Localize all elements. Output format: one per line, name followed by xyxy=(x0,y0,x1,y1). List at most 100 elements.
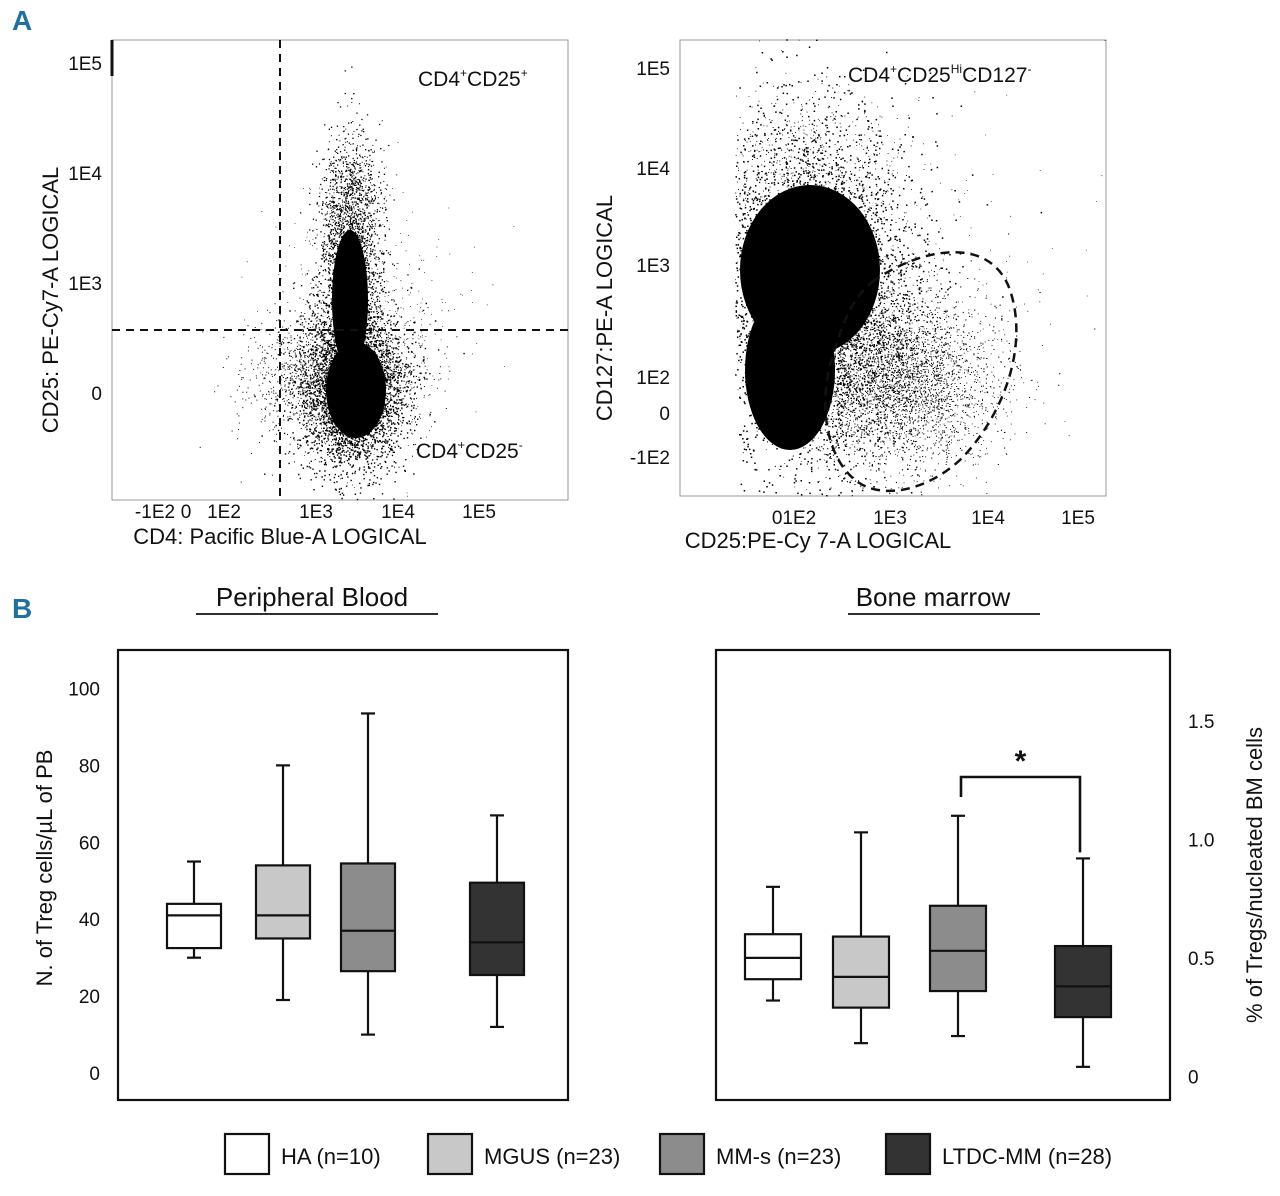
y-tick-label: 1E3 xyxy=(68,274,102,295)
y-tick-label: -1E2 xyxy=(630,448,670,469)
y-tick-label: 60 xyxy=(79,833,100,854)
box-iqr xyxy=(339,862,397,973)
x-tick-label: 1E5 xyxy=(462,502,496,523)
y-axis-label: % of Tregs/nucleated BM cells xyxy=(1242,727,1267,1023)
box-ltdc xyxy=(1053,857,1113,1068)
x-tick-label: 1E4 xyxy=(381,502,415,523)
y-tick-label: 100 xyxy=(68,680,100,701)
boxplot-peripheral-blood: Peripheral Blood 0 20 40 60 80 100 N. of Treg… xyxy=(32,582,570,1102)
gate-text-sup: - xyxy=(519,438,523,452)
box-mgus xyxy=(831,831,891,1045)
plot-frame xyxy=(679,39,1107,497)
x-tick-labels: 01E2 1E3 1E4 1E5 xyxy=(772,508,1095,529)
gate-text: CD4 xyxy=(418,68,460,91)
y-tick-label: 20 xyxy=(79,987,100,1008)
y-tick-label: 1E2 xyxy=(636,368,670,389)
y-tick-label: 1.0 xyxy=(1188,831,1214,852)
legend-label: MGUS (n=23) xyxy=(484,1144,620,1169)
scatter-dots xyxy=(199,283,458,483)
legend-swatch xyxy=(884,1132,932,1176)
box-group xyxy=(743,814,1113,1068)
legend-swatch xyxy=(223,1132,271,1176)
y-tick-label: 40 xyxy=(79,910,100,931)
y-axis-label: N. of Treg cells/µL of PB xyxy=(32,750,57,987)
y-tick-label: 1E4 xyxy=(68,164,102,185)
legend-swatch xyxy=(658,1132,706,1176)
legend-label: MM-s (n=23) xyxy=(716,1144,841,1169)
gate-text-sup: + xyxy=(460,66,467,80)
gate-text-sup: + xyxy=(458,438,465,452)
scatter-dots xyxy=(308,102,398,336)
scatter-dots xyxy=(735,67,953,274)
treg-gate-ellipse xyxy=(824,251,1018,493)
plot-frame xyxy=(111,39,569,501)
legend-item-mms: MM-s (n=23) xyxy=(658,1132,841,1176)
x-tick-label: 01E2 xyxy=(772,508,816,529)
y-tick-label: 1E4 xyxy=(636,159,670,180)
x-axis-label: CD4: Pacific Blue-A LOGICAL xyxy=(133,524,426,549)
significance-star: * xyxy=(1015,745,1027,778)
scatter-dots xyxy=(735,39,1043,497)
gate-text-sup: + xyxy=(521,66,528,80)
box-iqr xyxy=(165,902,223,950)
box-iqr xyxy=(254,864,312,940)
y-tick-label: 0 xyxy=(659,404,670,425)
box-iqr xyxy=(928,904,988,993)
scatter-dots xyxy=(241,142,515,497)
y-tick-label: 0.5 xyxy=(1188,949,1214,970)
box-iqr xyxy=(831,935,891,1009)
gate-text: CD4 xyxy=(416,440,458,463)
box-mms xyxy=(339,712,397,1036)
y-tick-labels: 0 0.5 1.0 1.5 xyxy=(1188,712,1214,1088)
x-tick-label: -1E2 xyxy=(135,502,175,523)
x-tick-labels: -1E2 0 1E2 1E3 1E4 1E5 xyxy=(135,502,496,523)
x-tick-label: 1E3 xyxy=(873,508,907,529)
box-iqr xyxy=(468,881,526,977)
y-tick-label: 1E5 xyxy=(636,59,670,80)
gate-text: CD127 xyxy=(962,64,1027,87)
y-tick-labels: 1E5 1E4 1E3 0 xyxy=(68,54,102,405)
y-axis-label: CD25: PE-Cy7-A LOGICAL xyxy=(38,167,63,434)
gate-text: CD25 xyxy=(465,440,519,463)
legend-item-ha: HA (n=10) xyxy=(223,1132,381,1176)
scatter-cloud-cd25 xyxy=(735,39,1106,497)
plot-frame xyxy=(116,648,570,1102)
x-tick-label: 1E4 xyxy=(971,508,1005,529)
y-tick-label: 0 xyxy=(91,384,102,405)
panel-letter-b: B xyxy=(12,593,32,624)
x-tick-label: 0 xyxy=(181,502,192,523)
box-iqr xyxy=(1053,944,1113,1019)
y-tick-label: 80 xyxy=(79,756,100,777)
chart-title: Peripheral Blood xyxy=(216,582,408,612)
x-axis-label: CD25:PE-Cy 7-A LOGICAL xyxy=(685,528,952,553)
box-group xyxy=(165,712,526,1036)
gate-label-cd4-cd25-neg: CD4+CD25- xyxy=(416,438,523,463)
y-tick-label: 1.5 xyxy=(1188,712,1214,733)
box-ha xyxy=(743,885,803,1002)
flow-plot-cd25-cd127: 01E2 1E3 1E4 1E5 1E5 1E4 1E3 1E2 0 -1E2 … xyxy=(592,39,1107,553)
y-tick-labels: 1E5 1E4 1E3 1E2 0 -1E2 xyxy=(630,59,671,469)
scatter-cloud-cd4 xyxy=(199,66,515,501)
gate-text-sup: - xyxy=(1027,62,1031,76)
legend-item-ltdc: LTDC-MM (n=28) xyxy=(884,1132,1112,1176)
y-tick-label: 1E5 xyxy=(68,54,102,75)
gate-text: CD25 xyxy=(467,68,521,91)
gate-label-cd4-cd25-pos: CD4+CD25+ xyxy=(418,66,528,91)
legend-swatch xyxy=(426,1132,474,1176)
legend-label: LTDC-MM (n=28) xyxy=(942,1144,1112,1169)
gate-text-sup: + xyxy=(890,62,897,76)
box-ltdc xyxy=(468,814,526,1029)
box-iqr xyxy=(743,933,803,981)
bracket-line xyxy=(959,775,1082,853)
x-tick-label: 1E3 xyxy=(299,502,333,523)
boxplot-bone-marrow: Bone marrow 0 0.5 1.0 1.5 * % of Tregs/nucl… xyxy=(714,582,1267,1102)
y-tick-label: 1E3 xyxy=(636,256,670,277)
box-mms xyxy=(928,814,988,1038)
flow-plot-cd4-cd25: -1E2 0 1E2 1E3 1E4 1E5 1E5 1E4 1E3 0 CD4… xyxy=(38,39,569,549)
chart-title: Bone marrow xyxy=(856,582,1011,612)
y-tick-label: 0 xyxy=(89,1064,100,1085)
dense-core xyxy=(745,290,835,450)
scatter-dots xyxy=(735,39,1106,493)
plot-frame xyxy=(714,648,1172,1102)
